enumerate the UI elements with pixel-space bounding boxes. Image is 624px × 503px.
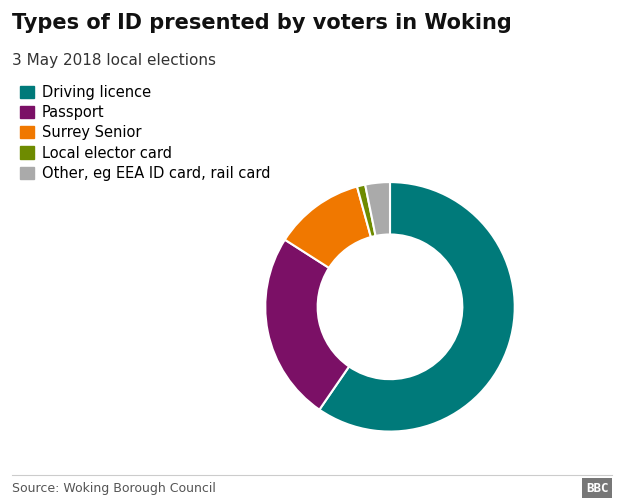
Wedge shape	[365, 182, 390, 236]
Wedge shape	[265, 240, 349, 409]
Legend: Driving licence, Passport, Surrey Senior, Local elector card, Other, eg EEA ID c: Driving licence, Passport, Surrey Senior…	[20, 85, 270, 181]
Text: Source: Woking Borough Council: Source: Woking Borough Council	[12, 482, 217, 495]
Wedge shape	[285, 187, 371, 268]
Text: 3 May 2018 local elections: 3 May 2018 local elections	[12, 53, 217, 68]
Text: BBC: BBC	[586, 482, 608, 495]
Wedge shape	[319, 182, 515, 432]
Text: Types of ID presented by voters in Woking: Types of ID presented by voters in Wokin…	[12, 13, 512, 33]
Wedge shape	[357, 185, 376, 237]
